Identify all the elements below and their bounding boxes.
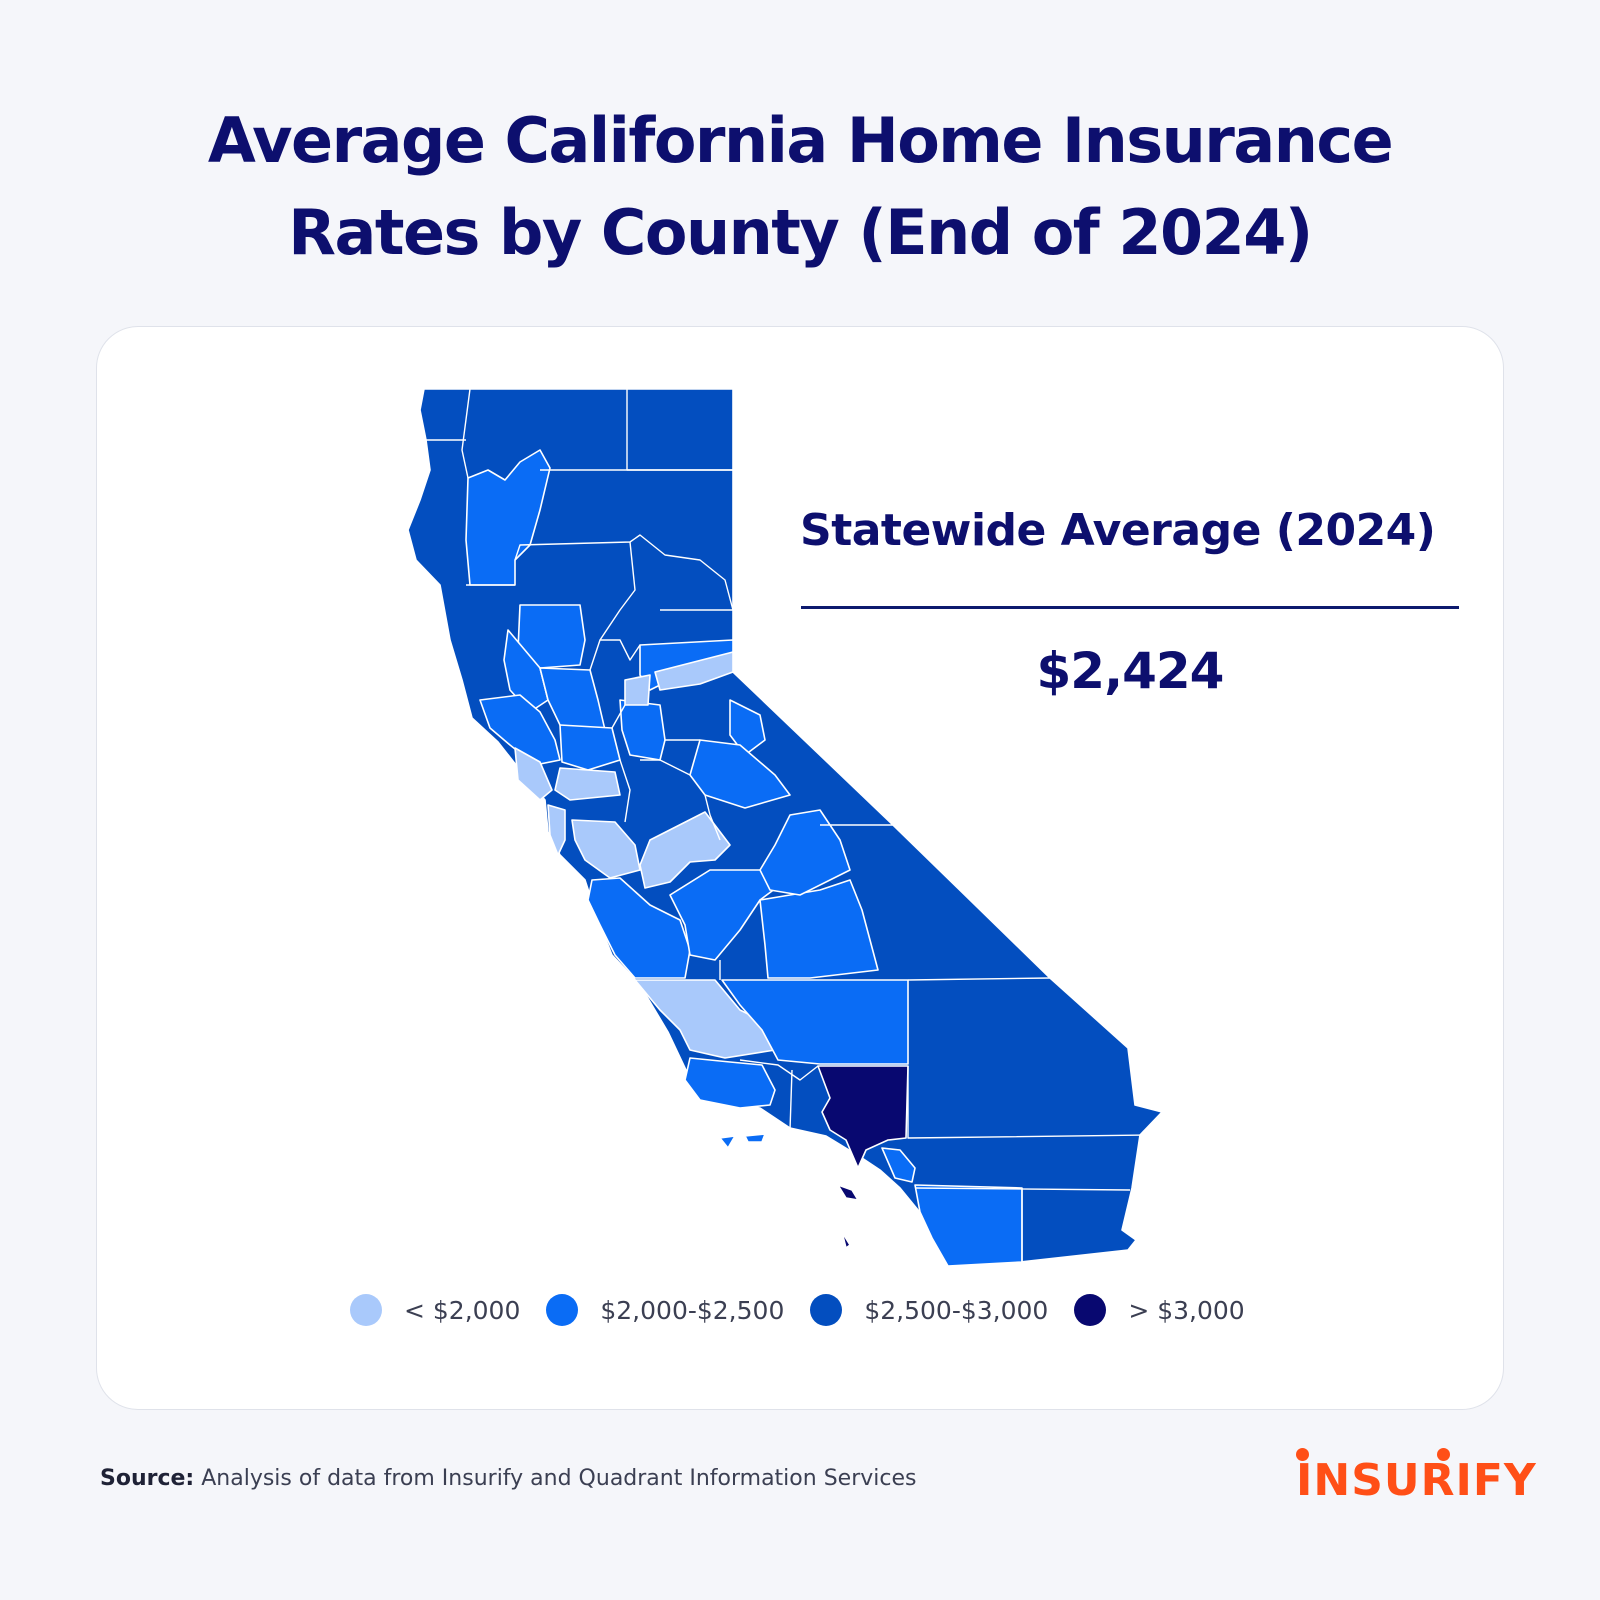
title-line-1: Average California Home Insurance: [207, 104, 1394, 177]
legend-label: $2,000-$2,500: [600, 1295, 785, 1325]
san-clemente-island: [841, 1231, 851, 1249]
county-contra-costa: [554, 767, 621, 801]
legend-swatch: [350, 1294, 382, 1326]
legend-label: < $2,000: [404, 1295, 521, 1325]
county-sutter-light: [624, 674, 651, 706]
county-san-francisco-san-mateo: [547, 804, 566, 856]
county-orange: [881, 1147, 916, 1183]
county-marin: [514, 747, 553, 801]
county-monterey-san-benito: [587, 877, 691, 979]
county-alameda-santa-clara: [571, 819, 641, 879]
legend-item-under-2000: < $2,000: [350, 1294, 520, 1326]
county-sierra-plumas: [654, 651, 734, 691]
county-alpine-mono-north: [729, 699, 766, 756]
county-ventura: [684, 1057, 776, 1109]
county-yolo-solano: [559, 724, 621, 771]
statewide-average-label: Statewide Average (2024): [800, 505, 1436, 556]
legend-swatch: [810, 1294, 843, 1326]
county-kern: [721, 979, 909, 1065]
county-sonoma-napa: [479, 694, 561, 766]
county-inyo-central-medium: [759, 809, 851, 896]
catalina-island: [837, 1184, 859, 1201]
statewide-average-value: $2,424: [1036, 642, 1225, 700]
channel-island-2: [744, 1133, 766, 1143]
legend-item-over-3000: > $3,000: [1074, 1294, 1245, 1326]
title-line-2: Rates by County (End of 2024): [288, 196, 1313, 269]
county-los-angeles: [817, 1065, 909, 1169]
county-merced-madera: [669, 869, 781, 961]
legend-item-2000-2500: $2,000-$2,500: [546, 1294, 784, 1326]
legend-swatch: [546, 1294, 579, 1326]
logo-dot-right: [1437, 1448, 1450, 1461]
channel-island-1: [719, 1135, 736, 1149]
county-santa-barbara: [634, 979, 776, 1059]
county-tuolumne-mariposa: [689, 739, 791, 809]
source-note: Source: Analysis of data from Insurify a…: [100, 1466, 916, 1491]
insurify-logo: INSURIFY: [1296, 1455, 1537, 1506]
statewide-divider: [801, 606, 1459, 609]
logo-dot-left: [1296, 1448, 1309, 1461]
map-legend: < $2,000 $2,000-$2,500 $2,500-$3,000 > $…: [350, 1292, 1271, 1328]
legend-item-2500-3000: $2,500-$3,000: [810, 1294, 1048, 1326]
legend-label: $2,500-$3,000: [864, 1295, 1049, 1325]
county-san-diego: [914, 1184, 1023, 1267]
legend-label: > $3,000: [1128, 1295, 1245, 1325]
legend-swatch: [1074, 1294, 1107, 1326]
page-title: Average California Home Insurance Rates …: [0, 95, 1600, 279]
source-label: Source:: [100, 1466, 195, 1491]
source-text: Analysis of data from Insurify and Quadr…: [201, 1466, 917, 1491]
